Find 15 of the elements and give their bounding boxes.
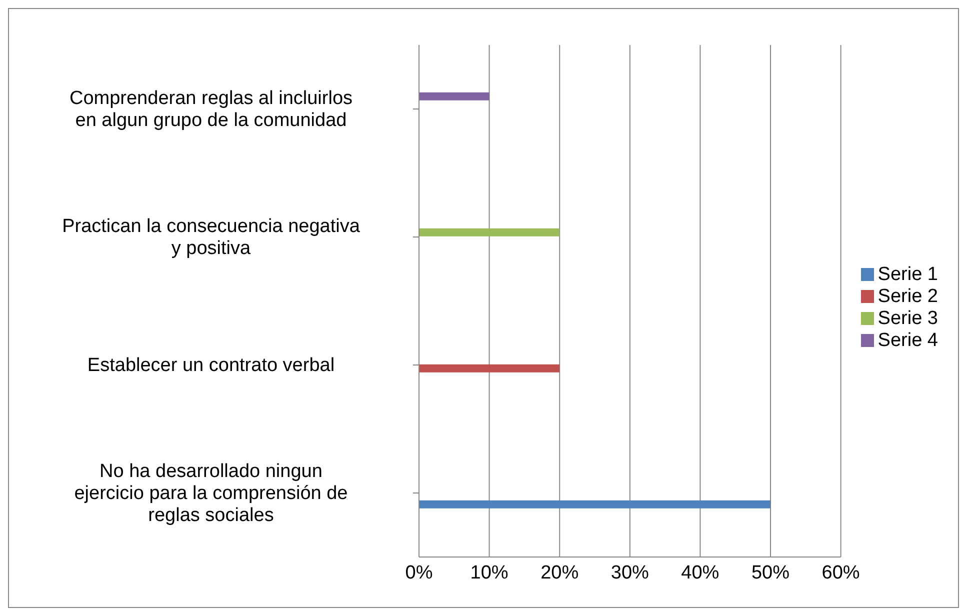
legend-label: Serie 3 (878, 308, 938, 329)
x-tick-label: 0% (405, 562, 433, 584)
y-tick-label: Comprenderan reglas al incluirlos en algun grupo de la comunidad (69, 88, 353, 130)
legend-label: Serie 2 (878, 286, 938, 307)
legend-label: Serie 4 (878, 330, 938, 351)
y-tick-label: Establecer un contrato verbal (87, 354, 335, 376)
x-tick-label: 20% (540, 562, 579, 584)
x-tick-label: 10% (470, 562, 508, 584)
x-tick-label: 40% (681, 562, 720, 584)
x-tick-label: 50% (751, 562, 790, 584)
x-tick-label: 60% (822, 562, 860, 584)
legend-label: Serie 1 (878, 264, 938, 285)
x-tick-label: 30% (610, 562, 650, 584)
y-tick-label: No ha desarrollado ningun ejercicio para la comprensión de reglas sociales (74, 460, 348, 526)
y-tick-label: Practican la consecuencia negativa y positiva (62, 216, 360, 258)
